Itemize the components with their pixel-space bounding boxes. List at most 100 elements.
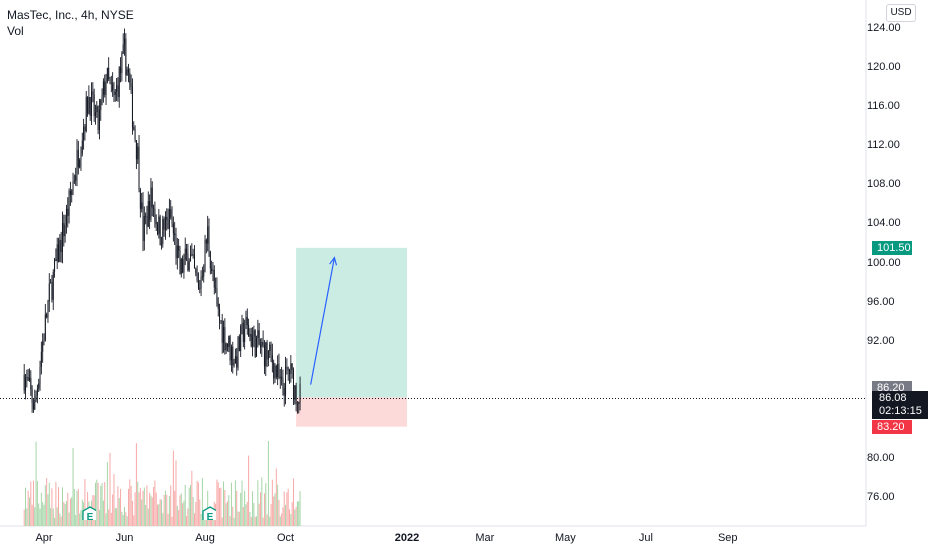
candle-body (154, 208, 156, 222)
candle-body (137, 146, 139, 160)
candle-body (109, 78, 111, 83)
volume-bar (175, 460, 177, 526)
volume-bar (184, 484, 186, 526)
volume-bar (168, 496, 170, 526)
volume-bar (30, 481, 32, 526)
time-tick-label: Sep (717, 532, 738, 544)
currency-button[interactable]: USD (886, 4, 916, 22)
last-price-value: 86.08 (879, 392, 907, 404)
candle-body (241, 322, 243, 326)
candle-body (138, 146, 140, 190)
candle-body (159, 216, 161, 245)
candle-body (44, 314, 46, 341)
candle-body (281, 376, 283, 379)
volume-bar (42, 502, 44, 526)
volume-bar (299, 491, 301, 526)
volume-bar (246, 501, 248, 526)
candle-body (230, 346, 232, 361)
candle-body (149, 201, 151, 220)
candle-body (278, 363, 280, 378)
volume-bar (108, 509, 110, 526)
stop-price-tag: 83.20 (872, 419, 912, 434)
volume-bar (127, 488, 129, 526)
candle-body (273, 362, 275, 379)
volume-bar (51, 488, 53, 526)
candle-body (216, 288, 218, 304)
candle-body (56, 244, 58, 262)
candle-body (234, 356, 236, 364)
volume-bar (295, 506, 297, 526)
drawing-overlay[interactable] (0, 256, 866, 400)
volume-bar (261, 477, 263, 526)
volume-bar (232, 506, 234, 526)
candle-body (146, 215, 148, 227)
volume-bar (281, 513, 283, 526)
earnings-icon[interactable]: E (82, 506, 97, 520)
volume-bar (223, 481, 225, 526)
price-tick-label: 100.00 (867, 256, 901, 269)
volume-bar (159, 498, 161, 526)
candle-body (258, 330, 260, 345)
candle-body (220, 320, 222, 322)
volume-bar (137, 481, 139, 526)
volume-bar (63, 502, 65, 526)
candle-body (223, 327, 225, 343)
candle-body (106, 67, 108, 82)
candle-body (84, 126, 86, 132)
candle-body (71, 190, 73, 195)
volume-bar (242, 506, 244, 526)
candle-body (113, 90, 115, 95)
volume-bar (226, 501, 228, 526)
candle-body (97, 106, 99, 131)
candle-body (81, 140, 83, 154)
candle-body (183, 259, 185, 273)
candle-body (249, 333, 251, 337)
candle-body (141, 202, 143, 209)
volume-bar (26, 508, 28, 526)
candle-body (43, 340, 45, 342)
volume-bar (192, 497, 194, 526)
volume-bar (141, 499, 143, 526)
volume-bar (201, 478, 203, 526)
candle-body (35, 395, 37, 400)
volume-bar (145, 505, 147, 526)
bar-countdown: 02:13:15 (879, 405, 922, 417)
candle-body (120, 67, 122, 74)
price-candles (23, 28, 301, 414)
volume-bar (205, 517, 207, 526)
candle-body (187, 253, 189, 271)
volume-bar (38, 503, 40, 526)
candle-body (34, 399, 36, 410)
earnings-icon[interactable]: E (202, 506, 217, 520)
last-price-box: 86.08 02:13:15 (872, 391, 928, 419)
time-tick-label: Jun (115, 532, 134, 544)
volume-bar (35, 441, 37, 526)
candle-body (196, 272, 198, 281)
volume-bar (48, 482, 50, 526)
candle-body (48, 283, 50, 302)
volume-bar (296, 501, 298, 526)
candle-body (274, 365, 276, 379)
volume-bar (79, 513, 81, 526)
candle-body (298, 402, 300, 404)
candle-body (134, 129, 136, 141)
symbol-title[interactable]: MasTec, Inc., 4h, NYSE (7, 8, 134, 22)
volume-bar (290, 514, 292, 526)
candle-body (91, 91, 93, 117)
volume-bar (254, 516, 256, 526)
candle-body (195, 268, 197, 273)
volume-bar (118, 497, 120, 526)
candle-body (285, 366, 287, 396)
long-position-zones[interactable] (296, 247, 407, 427)
candle-body (257, 330, 259, 338)
volume-bar (52, 508, 54, 526)
volume-bar (77, 489, 79, 526)
candle-body (23, 374, 25, 391)
volume-bar (233, 517, 235, 526)
volume-label[interactable]: Vol (7, 24, 24, 38)
candle-body (179, 250, 181, 274)
volume-bar (271, 479, 273, 526)
candle-body (126, 69, 128, 76)
volume-bar (162, 513, 164, 526)
